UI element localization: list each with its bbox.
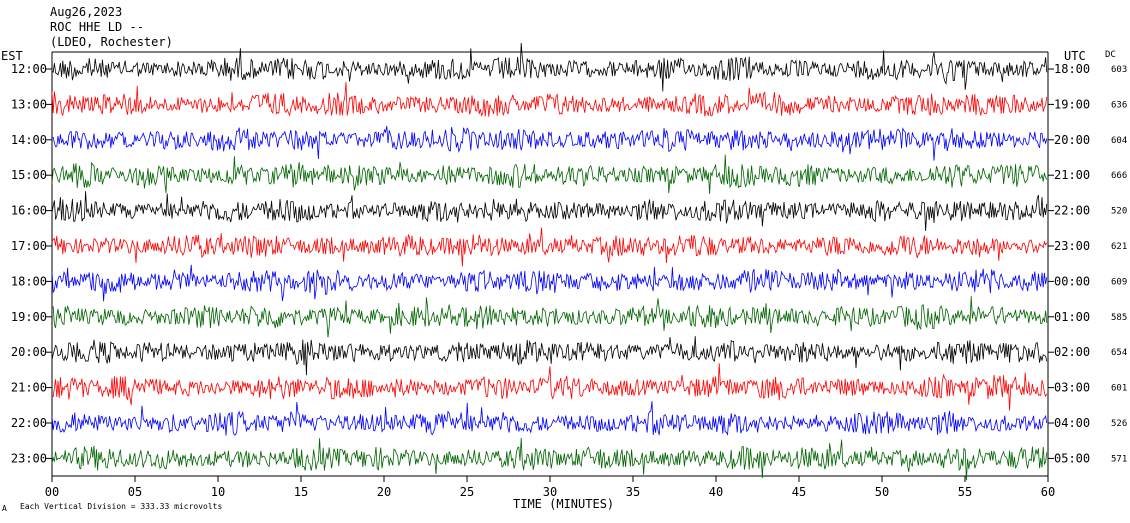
utc-time-label: 18:00: [1054, 62, 1090, 76]
est-time-label: 16:00: [11, 204, 47, 218]
header-network: (LDEO, Rochester): [50, 35, 173, 49]
left-axis-label: EST: [1, 49, 23, 63]
trace-row: [51, 296, 1048, 338]
dc-label: DC: [1105, 50, 1116, 60]
x-tick-label: 25: [460, 485, 474, 499]
x-tick-label: 55: [958, 485, 972, 499]
est-time-label: 19:00: [11, 310, 47, 324]
est-time-label: 20:00: [11, 345, 47, 359]
dc-offset-value: 636: [1111, 100, 1127, 110]
utc-time-label: 03:00: [1054, 381, 1090, 395]
x-tick-label: 30: [543, 485, 557, 499]
est-time-label: 21:00: [11, 381, 47, 395]
x-tick-label: 15: [294, 485, 308, 499]
trace-row: [51, 125, 1048, 161]
x-tick-label: 35: [626, 485, 640, 499]
x-tick-label: 40: [709, 485, 723, 499]
dc-offset-value: 601: [1111, 384, 1127, 394]
header-station: ROC HHE LD --: [50, 20, 144, 34]
est-time-label: 17:00: [11, 239, 47, 253]
scale-note-mark: A: [2, 504, 7, 513]
dc-offset-value: 666: [1111, 171, 1127, 181]
dc-offset-value: 526: [1111, 419, 1127, 429]
est-time-label: 15:00: [11, 168, 47, 182]
x-tick-label: 00: [45, 485, 59, 499]
utc-time-label: 19:00: [1054, 97, 1090, 111]
est-time-label: 14:00: [11, 133, 47, 147]
dc-offset-value: 603: [1111, 65, 1127, 75]
x-tick-label: 50: [875, 485, 889, 499]
trace-row: [51, 81, 1048, 117]
x-tick-label: 10: [211, 485, 225, 499]
x-tick-label: 05: [128, 485, 142, 499]
dc-offset-value: 654: [1111, 348, 1127, 358]
trace-row: [51, 191, 1048, 231]
utc-time-label: 01:00: [1054, 310, 1090, 324]
utc-time-label: 22:00: [1054, 204, 1090, 218]
dc-offset-value: 585: [1111, 313, 1127, 323]
trace-row: [51, 154, 1048, 194]
x-tick-label: 60: [1041, 485, 1055, 499]
dc-offset-value: 520: [1111, 207, 1127, 217]
utc-time-label: 23:00: [1054, 239, 1090, 253]
trace-row: [51, 363, 1048, 411]
label-layer: Aug26,2023 ROC HHE LD -- (LDEO, Rocheste…: [1, 5, 1127, 513]
utc-time-label: 05:00: [1054, 451, 1090, 465]
dc-offset-value: 609: [1111, 277, 1127, 287]
est-time-label: 18:00: [11, 274, 47, 288]
trace-row: [51, 437, 1048, 481]
trace-row: [51, 336, 1048, 376]
trace-layer: [51, 42, 1049, 481]
trace-row: [51, 227, 1048, 267]
dc-offset-value: 571: [1111, 454, 1127, 464]
est-time-label: 22:00: [11, 416, 47, 430]
dc-offset-value: 621: [1111, 242, 1127, 252]
utc-time-label: 04:00: [1054, 416, 1090, 430]
trace-row: [51, 264, 1048, 302]
dc-offset-value: 604: [1111, 136, 1127, 146]
utc-time-label: 20:00: [1054, 133, 1090, 147]
est-time-label: 23:00: [11, 451, 47, 465]
right-axis-label: UTC: [1064, 49, 1086, 63]
est-time-label: 13:00: [11, 97, 47, 111]
scale-note: Each Vertical Division = 333.33 microvol…: [20, 502, 222, 511]
utc-time-label: 00:00: [1054, 274, 1090, 288]
utc-time-label: 02:00: [1054, 345, 1090, 359]
trace-row: [51, 401, 1048, 436]
est-time-label: 12:00: [11, 62, 47, 76]
utc-time-label: 21:00: [1054, 168, 1090, 182]
x-tick-label: 20: [377, 485, 391, 499]
x-tick-label: 45: [792, 485, 806, 499]
x-axis-label: TIME (MINUTES): [513, 497, 614, 511]
header-date: Aug26,2023: [50, 5, 122, 19]
trace-row: [51, 42, 1048, 92]
